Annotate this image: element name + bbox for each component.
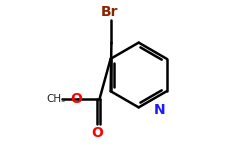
Text: O: O — [70, 92, 82, 106]
Text: N: N — [153, 103, 165, 117]
Text: Br: Br — [100, 5, 118, 19]
Text: CH₃: CH₃ — [46, 94, 66, 103]
Text: O: O — [91, 126, 103, 140]
